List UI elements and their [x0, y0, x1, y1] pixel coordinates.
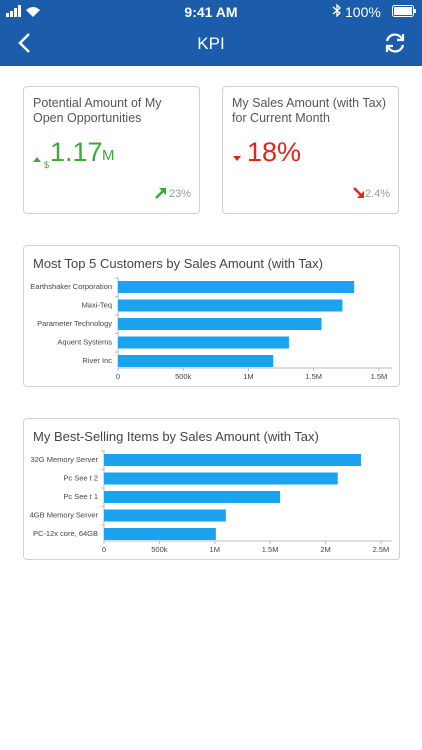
kpi-value: 1.17 [50, 137, 103, 167]
kpi-currency: $ [44, 160, 50, 170]
kpi-value: 18% [247, 137, 302, 167]
trend-arrow [353, 187, 364, 198]
category-label: Pc See t 2 [63, 473, 98, 482]
x-tick-label: 2M [320, 545, 330, 554]
back-button[interactable] [16, 32, 32, 54]
kpi-unit: M [102, 147, 115, 164]
chart-card[interactable]: Most Top 5 Customers by Sales Amount (wi… [23, 245, 400, 387]
signal-icons [6, 5, 40, 17]
battery-percent: 100% [345, 4, 381, 20]
header: 9:41 AM 100% KPI [0, 0, 422, 66]
refresh-button[interactable] [383, 31, 407, 55]
bar [118, 355, 274, 367]
x-tick-label: 1.5M [305, 372, 322, 381]
category-label: Maxi-Teq [82, 300, 112, 309]
bar [104, 528, 216, 540]
bar [118, 318, 322, 330]
bar [118, 299, 343, 312]
status-time: 9:41 AM [184, 4, 238, 20]
bar [118, 281, 355, 293]
x-tick-label: 1M [243, 372, 253, 381]
chart: Earthshaker Corporation Maxi-Teq Parameter… [30, 277, 392, 381]
bar [104, 491, 281, 503]
bar [104, 509, 226, 522]
category-label: PC-12x core, 64GB [33, 529, 98, 538]
x-tick-label: 500k [175, 372, 192, 381]
kpi-change: 23% [169, 188, 192, 200]
chart-title: My Best-Selling Items by Sales Amount (w… [33, 429, 319, 444]
kpi-title: Potential Amount of My Open Opportunitie… [33, 96, 162, 125]
kpi-title: My Sales Amount (with Tax) for Current M… [232, 96, 386, 125]
down-indicator [233, 156, 241, 161]
x-tick-label: 1.5M [262, 545, 279, 554]
category-label: Parameter Technology [37, 319, 112, 328]
trend-arrow [155, 188, 166, 199]
category-label: River Inc [82, 356, 112, 365]
bar [104, 472, 338, 485]
category-label: Aquent Systems [57, 337, 112, 346]
x-tick-label: 500k [151, 545, 168, 554]
chart: 32G Memory Server Pc See t 2 Pc See t 1 4GB… [30, 450, 392, 554]
kpi-card[interactable]: Potential Amount of My Open Opportunitie… [23, 86, 200, 214]
category-label: 32G Memory Server [30, 455, 98, 464]
kpi-change: 2.4% [365, 188, 391, 200]
category-label: 4GB Memory Server [30, 510, 99, 519]
category-label: Pc See t 1 [63, 492, 98, 501]
nav-title: KPI [197, 34, 225, 53]
x-tick-label: 2.5M [373, 545, 390, 554]
bluetooth-icon [332, 4, 341, 17]
kpi-card[interactable]: My Sales Amount (with Tax) for Current M… [222, 86, 399, 214]
x-tick-label: 0 [102, 545, 106, 554]
battery-icon [392, 5, 416, 17]
x-tick-label: 1M [210, 545, 220, 554]
chart-card[interactable]: My Best-Selling Items by Sales Amount (w… [23, 418, 400, 560]
x-tick-label: 1.5M [371, 372, 388, 381]
x-tick-label: 0 [116, 372, 120, 381]
category-label: Earthshaker Corporation [30, 282, 112, 291]
bar [104, 454, 361, 466]
bar [118, 336, 289, 349]
up-indicator [33, 157, 41, 162]
chart-title: Most Top 5 Customers by Sales Amount (wi… [33, 256, 323, 271]
